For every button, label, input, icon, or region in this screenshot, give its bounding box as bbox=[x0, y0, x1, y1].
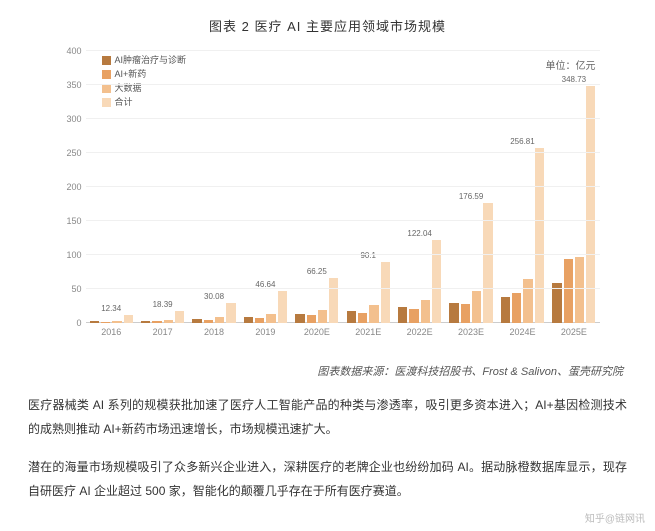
bar bbox=[461, 304, 470, 323]
chart-title: 图表 2 医疗 AI 主要应用领域市场规模 bbox=[28, 16, 627, 35]
y-tick-label: 0 bbox=[76, 318, 85, 328]
bar bbox=[175, 311, 184, 324]
bar bbox=[552, 283, 561, 323]
x-tick-label: 2022E bbox=[394, 327, 445, 337]
x-tick-label: 2020E bbox=[291, 327, 342, 337]
bar-group: 18.392017 bbox=[137, 51, 188, 323]
y-tick-label: 350 bbox=[66, 80, 85, 90]
watermark: 知乎@链网讯 bbox=[585, 510, 645, 525]
bar-group: 30.082018 bbox=[188, 51, 239, 323]
bar bbox=[472, 291, 481, 323]
bar bbox=[398, 307, 407, 323]
bar bbox=[124, 315, 133, 323]
bar bbox=[164, 320, 173, 323]
x-tick-label: 2019 bbox=[240, 327, 291, 337]
y-tick-label: 400 bbox=[66, 46, 85, 56]
bar bbox=[244, 317, 253, 323]
y-tick-label: 100 bbox=[66, 250, 85, 260]
y-tick-label: 250 bbox=[66, 148, 85, 158]
bar bbox=[295, 314, 304, 323]
y-tick-label: 200 bbox=[66, 182, 85, 192]
bar-group: 122.042022E bbox=[394, 51, 445, 323]
bar-group: 66.252020E bbox=[291, 51, 342, 323]
x-tick-label: 2016 bbox=[86, 327, 137, 337]
bar bbox=[535, 148, 544, 323]
data-source: 图表数据来源：医渡科技招股书、Frost & Salivon、蛋壳研究院 bbox=[28, 363, 623, 379]
bar-group: 256.812024E bbox=[497, 51, 548, 323]
bar bbox=[90, 321, 99, 323]
bar bbox=[449, 303, 458, 323]
bar bbox=[101, 322, 110, 323]
x-tick-label: 2025E bbox=[548, 327, 599, 337]
value-label: 12.34 bbox=[86, 304, 137, 313]
paragraph-2: 潜在的海量市场规模吸引了众多新兴企业进入，深耕医疗的老牌企业也纷纷加码 AI。据… bbox=[28, 455, 627, 503]
x-tick-label: 2017 bbox=[137, 327, 188, 337]
bar bbox=[215, 317, 224, 323]
value-label: 176.59 bbox=[445, 192, 496, 201]
bar bbox=[512, 293, 521, 323]
bar bbox=[329, 278, 338, 323]
bar bbox=[347, 311, 356, 323]
plot-area: 12.34201618.39201730.08201846.64201966.2… bbox=[86, 51, 600, 323]
bar bbox=[421, 300, 430, 323]
value-label: 90.1 bbox=[343, 251, 394, 260]
bar-group: 46.642019 bbox=[240, 51, 291, 323]
bar bbox=[226, 303, 235, 323]
bar bbox=[523, 279, 532, 323]
bar bbox=[192, 319, 201, 323]
bar bbox=[381, 262, 390, 323]
bar bbox=[278, 291, 287, 323]
bar bbox=[318, 310, 327, 323]
value-label: 66.25 bbox=[291, 267, 342, 276]
bar bbox=[409, 309, 418, 323]
x-tick-label: 2021E bbox=[343, 327, 394, 337]
bar bbox=[141, 321, 150, 323]
bar bbox=[307, 315, 316, 323]
bar bbox=[358, 313, 367, 323]
x-tick-label: 2024E bbox=[497, 327, 548, 337]
bar bbox=[369, 305, 378, 323]
x-tick-label: 2023E bbox=[445, 327, 496, 337]
bar bbox=[112, 321, 121, 323]
bar bbox=[575, 257, 584, 323]
y-tick-label: 50 bbox=[71, 284, 85, 294]
bar bbox=[501, 297, 510, 323]
bar bbox=[255, 318, 264, 323]
bar-group: 348.732025E bbox=[548, 51, 599, 323]
bar bbox=[152, 321, 161, 323]
bar bbox=[266, 314, 275, 323]
bar-group: 90.12021E bbox=[343, 51, 394, 323]
value-label: 18.39 bbox=[137, 300, 188, 309]
value-label: 122.04 bbox=[394, 229, 445, 238]
x-tick-label: 2018 bbox=[188, 327, 239, 337]
y-tick-label: 150 bbox=[66, 216, 85, 226]
value-label: 256.81 bbox=[497, 137, 548, 146]
chart: AI肿瘤治疗与诊断AI+新药大数据合计 单位：亿元 12.34201618.39… bbox=[48, 45, 608, 345]
bar-group: 176.592023E bbox=[445, 51, 496, 323]
bar bbox=[564, 259, 573, 323]
bar-group: 12.342016 bbox=[86, 51, 137, 323]
y-tick-label: 300 bbox=[66, 114, 85, 124]
bar bbox=[204, 320, 213, 323]
value-label: 30.08 bbox=[188, 292, 239, 301]
bar bbox=[432, 240, 441, 323]
paragraph-1: 医疗器械类 AI 系列的规模获批加速了医疗人工智能产品的种类与渗透率，吸引更多资… bbox=[28, 393, 627, 441]
value-label: 348.73 bbox=[548, 75, 599, 84]
